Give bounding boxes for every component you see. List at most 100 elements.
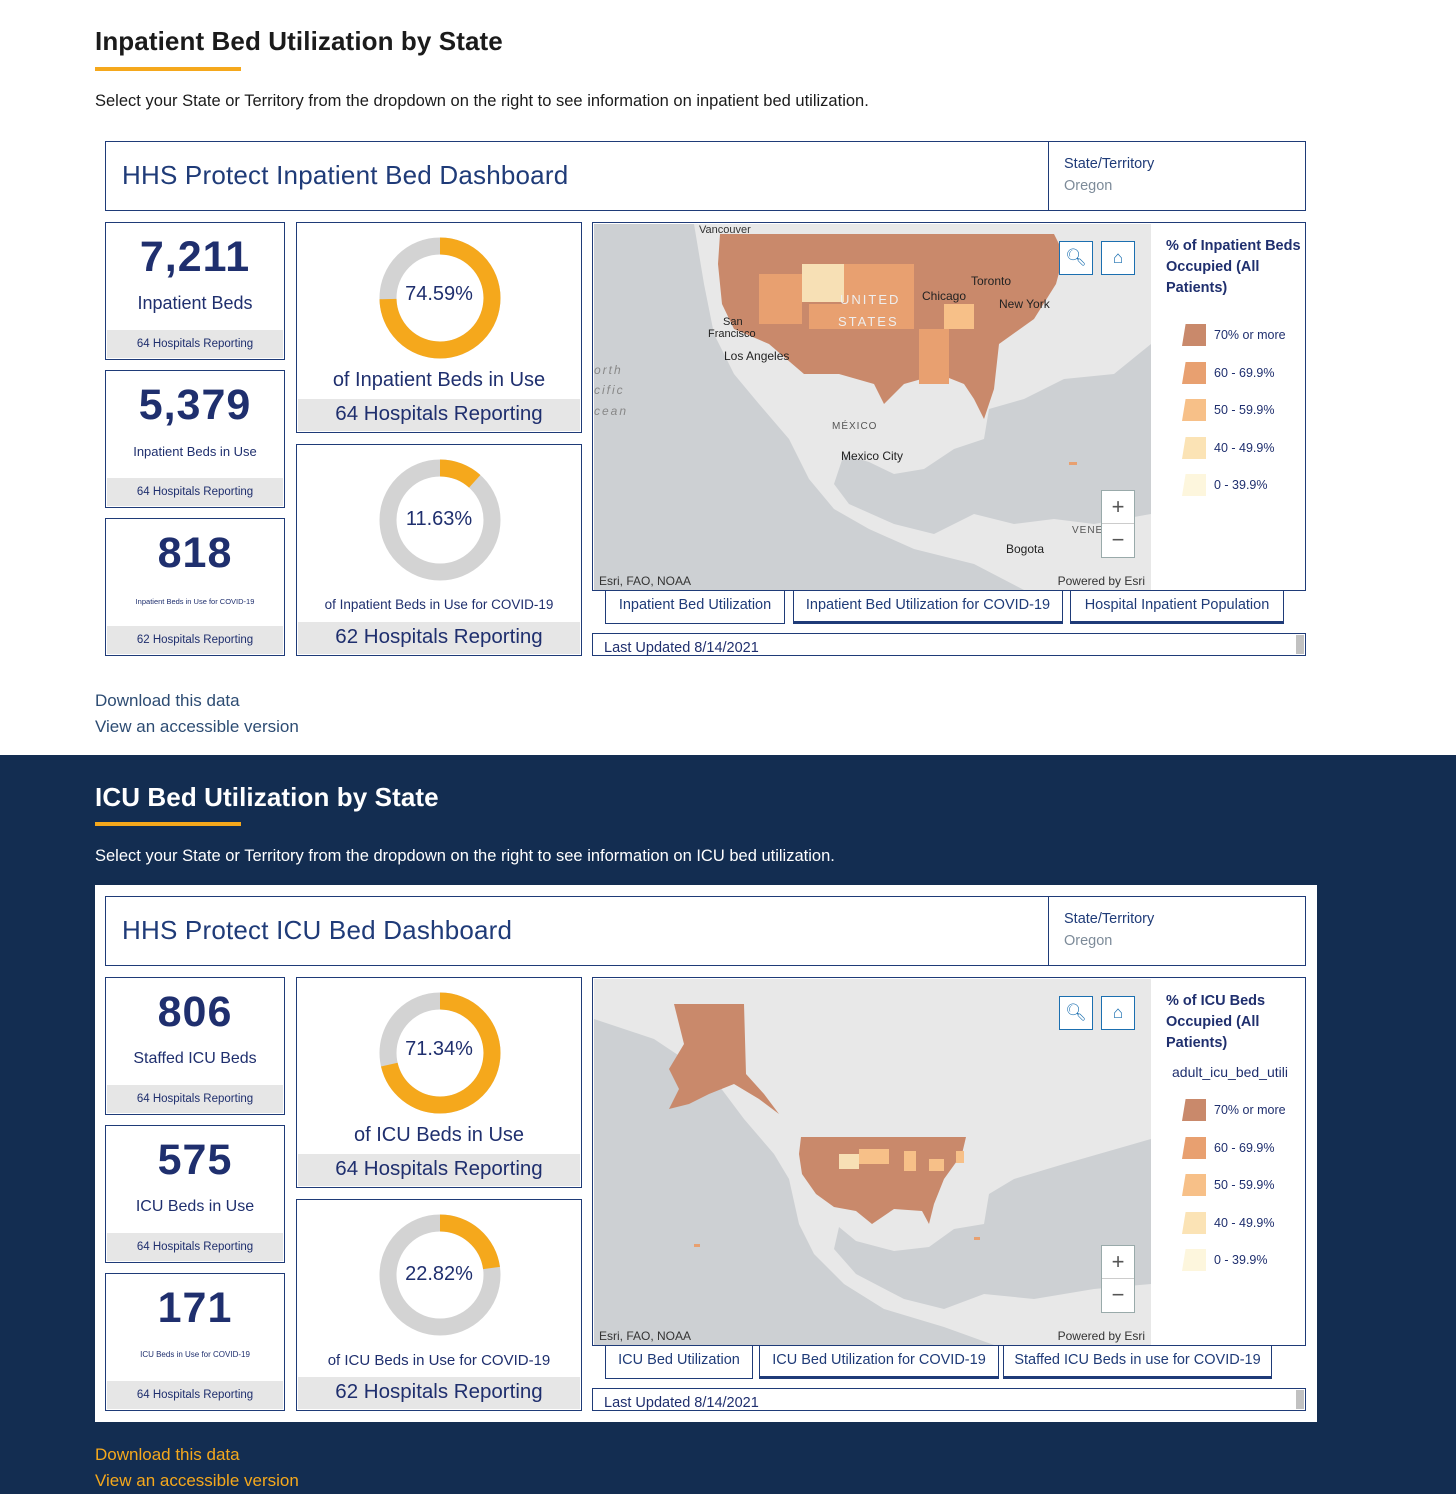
zoom-out-button[interactable]: − [1111, 1282, 1125, 1307]
state-shape-northeast [956, 1151, 964, 1163]
download-data-link[interactable]: Download this data [95, 1445, 240, 1464]
tab-hospital-inpatient-population[interactable]: Hospital Inpatient Population [1070, 591, 1284, 624]
section-description: Select your State or Territory from the … [95, 92, 869, 110]
state-selector[interactable]: State/Territory Oregon [1048, 897, 1306, 965]
map-view[interactable]: 🔍︎ ⌂ + − Esri, FAO, NOAA Powered by Esri [594, 979, 1151, 1345]
territory-shape-pr [1069, 462, 1077, 465]
scrollbar[interactable] [1296, 1390, 1304, 1409]
state-selector[interactable]: State/Territory Oregon [1048, 142, 1306, 210]
state-selector-value[interactable]: Oregon [1064, 933, 1113, 949]
map-view[interactable]: Vancouver UNITED STATES Toronto Chicago … [594, 224, 1151, 590]
metric-card-beds-in-use: 5,379 Inpatient Beds in Use 64 Hospitals… [105, 370, 285, 508]
last-updated-text: Last Updated 8/14/2021 [604, 640, 759, 656]
metric-label: ICU Beds in Use [135, 1198, 255, 1215]
last-updated-text: Last Updated 8/14/2021 [604, 1395, 759, 1411]
home-icon: ⌂ [1112, 248, 1124, 267]
download-data-link[interactable]: Download this data [95, 691, 240, 710]
territory-shape-pr [974, 1237, 980, 1240]
zoom-in-button[interactable]: + [1102, 1246, 1134, 1279]
map-powered-by[interactable]: Powered by Esri [1057, 1329, 1145, 1343]
last-updated-panel[interactable]: Last Updated 8/14/2021 [592, 1388, 1306, 1411]
tab-icu-bed-utilization[interactable]: ICU Bed Utilization [605, 1346, 753, 1379]
map-label-pacific: cific [594, 383, 625, 397]
metric-number: 818 [157, 529, 233, 577]
state-selector-label: State/Territory [1064, 156, 1155, 172]
gauge-percent: 74.59% [405, 283, 473, 305]
tab-inpatient-covid[interactable]: Inpatient Bed Utilization for COVID-19 [793, 591, 1063, 624]
legend-label: 70% or more [1214, 328, 1286, 342]
map-home-button[interactable]: ⌂ [1101, 996, 1135, 1030]
gauge-card-icu-covid: 22.82% of ICU Beds in Use for COVID-19 6… [296, 1199, 582, 1411]
state-selector-label: State/Territory [1064, 911, 1155, 927]
gauge-footer: 64 Hospitals Reporting [298, 1154, 580, 1186]
heading-underline [95, 67, 241, 71]
zoom-out-button[interactable]: − [1111, 527, 1125, 552]
gauge-arc [379, 992, 501, 1114]
legend-field-name: adult_icu_bed_utili [1172, 1064, 1288, 1080]
map-powered-by[interactable]: Powered by Esri [1057, 574, 1145, 588]
state-shape-plains [859, 1149, 889, 1164]
map-search-button[interactable]: 🔍︎ [1059, 996, 1093, 1030]
metric-label: ICU Beds in Use for COVID-19 [140, 1350, 250, 1359]
map-attribution: Esri, FAO, NOAA [599, 574, 692, 588]
map-label-vancouver: Vancouver [699, 224, 751, 236]
legend-swatch [1182, 362, 1206, 384]
gauge-label: of ICU Beds in Use [353, 1124, 525, 1146]
dashboard-header: HHS Protect Inpatient Bed Dashboard Stat… [105, 141, 1306, 211]
legend-label: 0 - 39.9% [1214, 478, 1268, 492]
legend-label: 50 - 59.9% [1214, 403, 1275, 417]
tab-icu-covid[interactable]: ICU Bed Utilization for COVID-19 [759, 1346, 999, 1379]
map-label-los-angeles: Los Angeles [724, 349, 790, 363]
map-label-states: STATES [838, 314, 899, 329]
heading-underline [95, 822, 241, 826]
gauge-arc [379, 1214, 501, 1336]
metric-card-beds-covid: 818 Inpatient Beds in Use for COVID-19 6… [105, 518, 285, 656]
tab-inpatient-bed-utilization[interactable]: Inpatient Bed Utilization [605, 591, 785, 624]
search-icon: 🔍︎ [1065, 248, 1087, 267]
section-description: Select your State or Territory from the … [95, 847, 835, 865]
state-shape-kansas [809, 304, 914, 329]
map-search-button[interactable]: 🔍︎ [1059, 241, 1093, 275]
state-shape-alabama [919, 329, 949, 384]
metric-number: 806 [157, 988, 233, 1036]
gauge-arc [379, 237, 501, 359]
metric-label: Inpatient Beds in Use for COVID-19 [135, 597, 255, 606]
scrollbar[interactable] [1296, 635, 1304, 654]
map-label-san: San [723, 316, 743, 328]
metric-number: 5,379 [138, 381, 252, 429]
gauge-label: of Inpatient Beds in Use for COVID-19 [324, 597, 554, 612]
legend-swatch [1182, 1249, 1206, 1271]
state-shape-wyoming [802, 264, 844, 302]
metric-number: 575 [157, 1136, 233, 1184]
state-shape-kentucky [944, 304, 974, 329]
map-home-button[interactable]: ⌂ [1101, 241, 1135, 275]
metric-number: 7,211 [139, 233, 251, 281]
dashboard-header: HHS Protect ICU Bed Dashboard State/Terr… [105, 896, 1306, 966]
state-selector-value[interactable]: Oregon [1064, 178, 1113, 194]
gauge-card-beds-covid: 11.63% of Inpatient Beds in Use for COVI… [296, 444, 582, 656]
legend-swatch [1182, 399, 1206, 421]
last-updated-panel[interactable]: Last Updated 8/14/2021 [592, 633, 1306, 656]
gauge-label: of Inpatient Beds in Use [332, 369, 546, 391]
section-heading: ICU Bed Utilization by State [95, 782, 439, 812]
map-canvas[interactable] [594, 224, 1151, 590]
map-label-francisco: Francisco [708, 328, 756, 340]
zoom-in-button[interactable]: + [1102, 491, 1134, 524]
state-shape-wyoming [839, 1154, 859, 1169]
dashboard-title: HHS Protect Inpatient Bed Dashboard [122, 160, 569, 190]
metric-label: Inpatient Beds in Use [133, 444, 257, 459]
accessible-version-link[interactable]: View an accessible version [95, 717, 299, 736]
metric-card-inpatient-beds: 7,211 Inpatient Beds 64 Hospitals Report… [105, 222, 285, 360]
home-icon: ⌂ [1112, 1003, 1124, 1022]
tab-staffed-icu-covid[interactable]: Staffed ICU Beds in use for COVID-19 [1003, 1346, 1272, 1379]
metric-number: 171 [157, 1284, 233, 1332]
dashboard-title: HHS Protect ICU Bed Dashboard [122, 915, 513, 945]
metric-card-icu-beds-in-use: 575 ICU Beds in Use 64 Hospitals Reporti… [105, 1125, 285, 1263]
section-links: Download this data View an accessible ve… [95, 1442, 299, 1494]
map-label-north: orth [594, 363, 623, 377]
legend-title: % of Inpatient Beds Occupied (All Patien… [1166, 238, 1301, 296]
map-canvas[interactable] [594, 979, 1151, 1345]
legend-swatch [1182, 1174, 1206, 1196]
accessible-version-link[interactable]: View an accessible version [95, 1471, 299, 1490]
gauge-footer: 64 Hospitals Reporting [298, 399, 580, 431]
